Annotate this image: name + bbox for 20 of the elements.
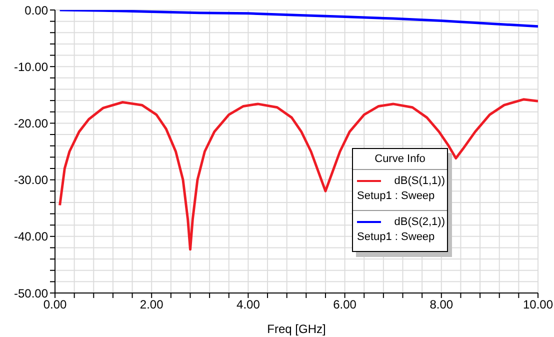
x-tick-label: 0.00 [43, 298, 67, 312]
y-tick-label: -10.00 [14, 60, 48, 74]
annotation: Setup1 : Sweep [357, 190, 436, 202]
y-tick-label: -50.00 [14, 286, 48, 300]
x-tick-label: 4.00 [236, 298, 260, 312]
line-series [58, 10, 538, 28]
legend-title: Curve Info [353, 149, 447, 170]
annotation: Setup1 : Sweep [357, 231, 436, 243]
x-tick-label: 6.00 [333, 298, 357, 312]
x-tick-label: 2.00 [140, 298, 164, 312]
y-tick-label: -20.00 [14, 116, 48, 130]
line-series [58, 98, 538, 251]
x-axis-title: Freq [GHz] [267, 322, 326, 336]
legend-label: dB(S(2,1)) [394, 216, 445, 228]
legend-label: dB(S(1,1)) [394, 175, 445, 187]
x-tick-label: 8.00 [430, 298, 454, 312]
y-tick-label: 0.00 [24, 3, 48, 18]
x-tick-label: 10.00 [522, 298, 554, 312]
y-tick-label: -40.00 [14, 230, 48, 244]
y-tick-label: -30.00 [14, 173, 48, 188]
